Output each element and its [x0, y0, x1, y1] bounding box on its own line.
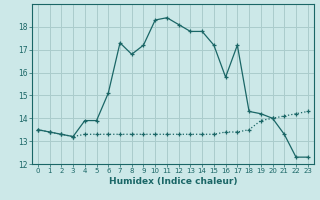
X-axis label: Humidex (Indice chaleur): Humidex (Indice chaleur) — [108, 177, 237, 186]
